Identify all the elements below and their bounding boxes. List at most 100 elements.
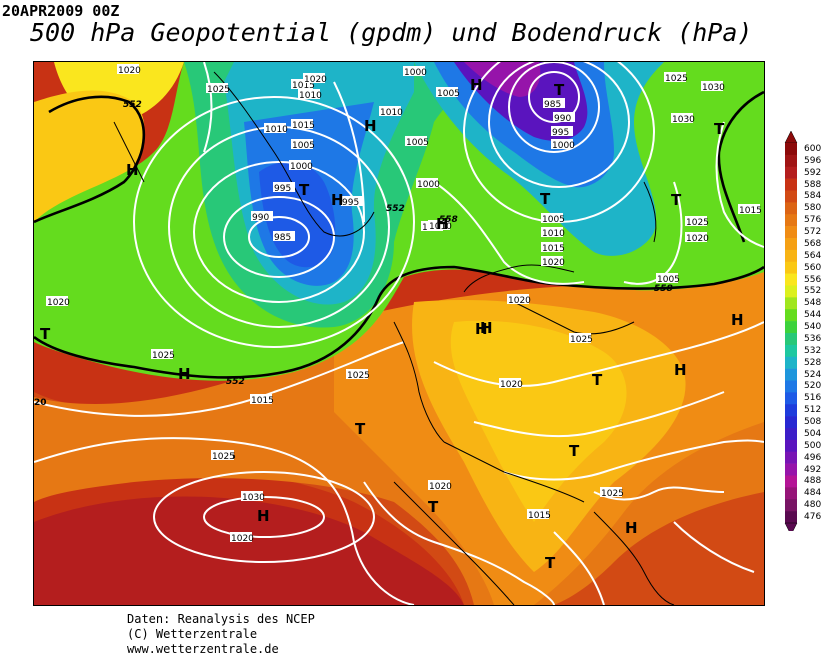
pressure-label-bg (543, 98, 565, 108)
low-pressure-center: T (592, 371, 603, 389)
pressure-label: 1020 (47, 298, 70, 308)
pressure-label: 995 (274, 184, 291, 194)
pressure-label-bg (341, 196, 363, 206)
legend-level-label: 516 (804, 393, 822, 404)
pressure-label-bg (303, 73, 325, 83)
pressure-label-bg (291, 119, 313, 129)
legend-swatch (785, 499, 797, 512)
low-pressure-center: T (714, 120, 725, 138)
legend-swatch (785, 416, 797, 429)
pressure-label-bg (541, 227, 563, 237)
legend-swatch (785, 214, 797, 227)
pressure-label-bg (428, 220, 450, 230)
pressure-label: 1020 (542, 258, 565, 268)
pressure-label-bg (405, 136, 427, 146)
legend-swatch (785, 285, 797, 298)
legend-level-label: 504 (804, 428, 822, 439)
pressure-label-bg (416, 178, 438, 188)
legend-arrow-top (784, 131, 798, 144)
legend-swatch (785, 380, 797, 393)
edge-pressure-label: 20 (34, 398, 47, 408)
high-pressure-center: H (731, 311, 744, 329)
legend-swatch (785, 190, 797, 203)
legend-level-label: 596 (804, 155, 822, 166)
pressure-label-bg (273, 231, 295, 241)
contour-552-ne (717, 90, 764, 243)
low-pressure-center: T (540, 190, 551, 208)
legend-level-label: 496 (804, 452, 822, 463)
pressure-label-bg (600, 487, 622, 497)
legend-swatch (785, 309, 797, 322)
pressure-label: 1025 (207, 85, 230, 95)
pressure-label-bg (656, 273, 678, 283)
chart-date: 20APR2009 00Z (2, 2, 120, 20)
field-ne-violet (464, 62, 541, 97)
pressure-label-bg (541, 242, 563, 252)
pressure-label-bg (569, 333, 591, 343)
geopotential-label: 558 (439, 215, 458, 225)
pressure-label-bg (211, 450, 233, 460)
high-pressure-center: H (364, 117, 377, 135)
legend-level-label: 532 (804, 345, 822, 356)
geopotential-label: 552 (226, 377, 245, 387)
pressure-label: 1015 (542, 244, 565, 254)
high-pressure-center: H (480, 319, 493, 337)
pressure-label: 1020 (304, 75, 327, 85)
pressure-label: 1030 (672, 115, 695, 125)
pressure-label: 985 (274, 233, 291, 243)
pressure-label-bg (436, 87, 458, 97)
contour-552 (34, 265, 764, 379)
pressure-label: 1025 (601, 489, 624, 499)
pressure-label-bg (264, 123, 286, 133)
credit-data-source: Daten: Reanalysis des NCEP (127, 612, 315, 626)
pressure-label-bg (507, 294, 529, 304)
legend-swatch (785, 356, 797, 369)
legend-level-label: 512 (804, 405, 822, 416)
pressure-label: 1015 (292, 81, 315, 91)
pressure-label-bg (273, 182, 295, 192)
pressure-label: 1005 (542, 215, 565, 225)
field-yellow-northwest (34, 90, 145, 222)
credit-website[interactable]: www.wetterzentrale.de (127, 642, 279, 656)
legend-swatch (785, 178, 797, 191)
pressure-label: 1010 (380, 108, 403, 118)
legend-level-label: 600 (804, 143, 822, 154)
pressure-label-bg (298, 89, 320, 99)
field-yellow (450, 320, 627, 522)
high-pressure-center: H (674, 361, 687, 379)
pressure-label: 1005 (292, 141, 315, 151)
weather-map[interactable]: 1020 1025 1015 1010 1000 1005 985 990 995 1000 100… (33, 61, 765, 606)
pressure-label: 990 (252, 213, 269, 223)
legend-swatch (785, 392, 797, 405)
legend-level-label: 484 (804, 488, 822, 499)
geopotential-label: 552 (386, 204, 405, 214)
legend-swatch (785, 273, 797, 286)
pressure-label: 1005 (406, 138, 429, 148)
pressure-label-bg (346, 369, 368, 379)
pressure-label-bg (151, 349, 173, 359)
legend-level-label: 560 (804, 262, 822, 273)
legend-level-label: 536 (804, 333, 822, 344)
pressure-label: 1015 (528, 511, 551, 521)
pressure-label-bg (664, 72, 686, 82)
legend-level-label: 488 (804, 476, 822, 487)
legend-level-label: 492 (804, 464, 822, 475)
legend-swatch (785, 249, 797, 263)
legend-swatch (785, 368, 797, 381)
pressure-label: 1010 (299, 91, 322, 101)
legend-swatch (785, 428, 797, 441)
pressure-label: 1000 (290, 162, 313, 172)
pressure-label: 1000 (404, 68, 427, 78)
pressure-label: 1020 (429, 482, 452, 492)
pressure-label: 1010 (265, 125, 288, 135)
pressure-label-bg (403, 66, 425, 76)
high-pressure-center: H (625, 519, 638, 537)
pressure-label: 1020 (508, 296, 531, 306)
pressure-label: 1020 (500, 380, 523, 390)
pressure-label: 1025 (347, 371, 370, 381)
legend-swatch (785, 166, 797, 179)
low-pressure-center: T (569, 442, 580, 460)
chart-title: 500 hPa Geopotential (gpdm) und Bodendru… (30, 18, 753, 47)
legend-level-label: 564 (804, 250, 822, 261)
pressure-label: 1000 (552, 141, 575, 151)
